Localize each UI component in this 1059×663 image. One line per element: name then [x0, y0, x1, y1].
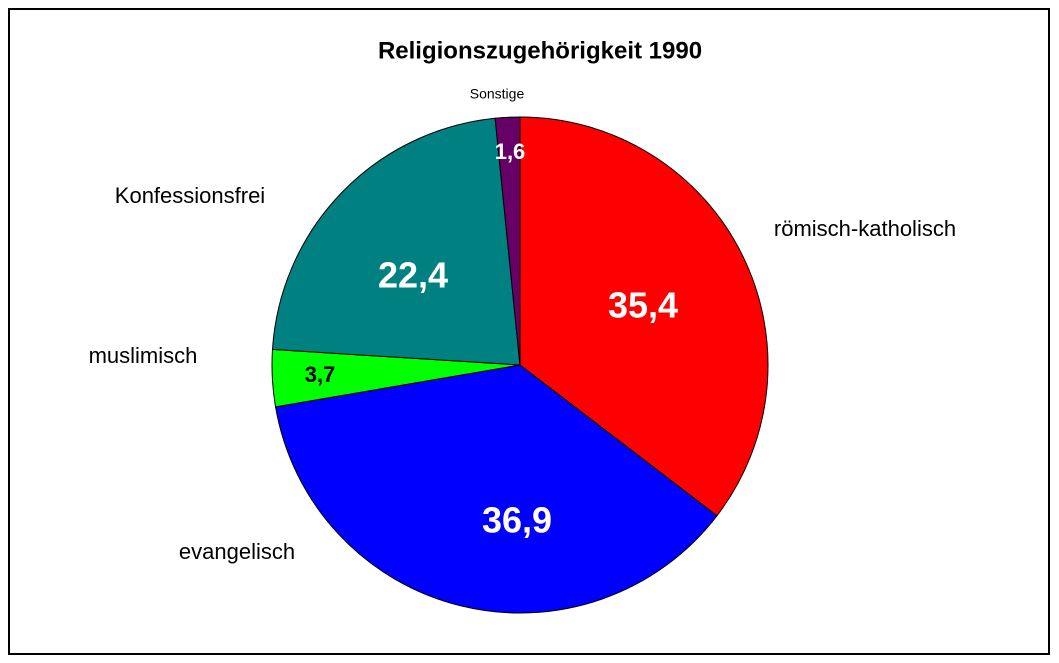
value-label: 1,6 [495, 139, 526, 164]
pie-slice [274, 364, 718, 614]
pie-slice [271, 117, 521, 366]
category-label: evangelisch [179, 539, 295, 564]
category-label: Konfessionsfrei [115, 183, 265, 208]
category-label: römisch-katholisch [774, 216, 956, 241]
value-label: 35,4 [608, 285, 678, 326]
pie-slice [494, 116, 521, 366]
category-label: muslimisch [89, 343, 198, 368]
category-label: Sonstige [470, 86, 525, 102]
value-label: 22,4 [378, 255, 448, 296]
chart-title: Religionszugehörigkeit 1990 [378, 37, 702, 64]
value-label: 3,7 [305, 362, 336, 387]
value-label: 36,9 [482, 500, 552, 541]
pie-slice [519, 116, 769, 517]
